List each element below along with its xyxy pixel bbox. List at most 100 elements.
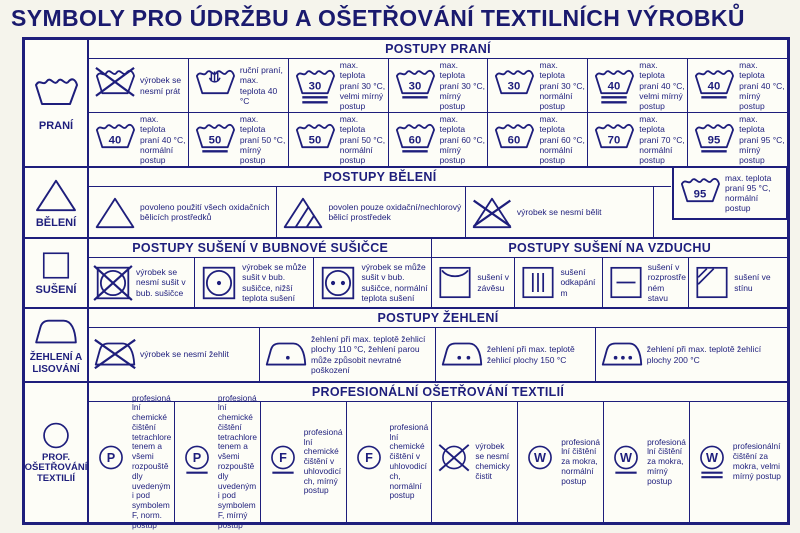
- wash-60-normal-icon: 60: [492, 120, 536, 159]
- symbol-row: povoleno použití všech oxidačních bělicí…: [89, 187, 787, 237]
- care-symbol-cell: sušení v závěsu: [432, 258, 516, 307]
- svg-text:W: W: [620, 451, 632, 465]
- care-symbol-cell: 60 max. teplota praní 60 °C, mírný postup: [389, 113, 489, 166]
- care-symbol-description: profesionální chemické čištění tetrachlo…: [217, 392, 258, 530]
- svg-text:60: 60: [508, 135, 521, 147]
- flat-dry-icon: [607, 265, 645, 300]
- care-symbol-cell: povolen pouze oxidační/nechlorový bělicí…: [277, 187, 466, 237]
- wash-60-mild-icon: 60: [393, 120, 437, 159]
- page-title: SYMBOLY PRO ÚDRŽBU A OŠETŘOVÁNÍ TEXTILNÍ…: [11, 5, 745, 31]
- care-symbol-cell: výrobek se nesmí sušit v bub. sušičce: [89, 258, 196, 307]
- section-prof: PROF. OŠETŘOVÁNÍ TEXTILIÍ PROFESIONÁLNÍ O…: [25, 381, 787, 530]
- care-symbol-cell: 95 max. teplota praní 95 °C, mírný postup: [688, 113, 787, 166]
- svg-text:F: F: [279, 451, 287, 465]
- dry-clean-P-mild-icon: P: [179, 441, 215, 483]
- care-symbol-cell: 30 max. teplota praní 30 °C, mírný postup: [389, 59, 489, 112]
- dry-clean-P-icon: P: [93, 441, 129, 483]
- care-symbol-description: max. teplota praní 40 °C, velmi mírný po…: [639, 60, 685, 111]
- section-label: PRANÍ: [38, 119, 74, 132]
- band-header-air-drying: POSTUPY SUŠENÍ NA VZDUCHU: [508, 241, 712, 255]
- wash-40-mild-icon: 40: [692, 66, 736, 105]
- care-symbol-cell: 40 max. teplota praní 40 °C, normální pos…: [89, 113, 189, 166]
- care-symbol-cell: ruční praní, max. teplota 40 °C: [189, 59, 289, 112]
- section-beleni: BĚLENÍ POSTUPY BĚLENÍ povoleno použití vše…: [25, 166, 788, 237]
- hand-wash-icon: [193, 66, 237, 105]
- care-symbol-description: max. teplota praní 60 °C, normální postu…: [539, 114, 585, 165]
- circle-icon: [37, 421, 75, 450]
- care-symbol-description: sušení odkapáním: [560, 267, 596, 298]
- line-dry-icon: [436, 265, 474, 300]
- care-symbol-description: max. teplota praní 40 °C, normální postu…: [140, 114, 186, 165]
- svg-text:30: 30: [508, 81, 521, 93]
- care-symbol-description: max. teplota praní 30 °C, mírný postup: [439, 60, 486, 111]
- care-symbol-cell: výrobek se může sušit v bub. sušičce, no…: [314, 258, 433, 307]
- care-symbol-description: max. teplota praní 95 °C, normální postu…: [725, 172, 772, 214]
- tumble-dry-low-icon: [199, 265, 239, 301]
- wash-95-mild-icon: 95: [692, 120, 736, 159]
- care-symbol-cell: žehlení při max. teplotě žehlicí plochy …: [436, 328, 596, 381]
- care-symbol-description: max. teplota praní 95 °C, mírný postup: [739, 114, 785, 165]
- care-symbol-cell: výrobek se nesmí prát: [89, 59, 189, 112]
- svg-text:50: 50: [209, 135, 222, 147]
- section-sidebar-prani: PRANÍ: [25, 40, 89, 166]
- dry-clean-F-icon: F: [351, 441, 387, 483]
- wash-95-normal-icon: 95: [678, 174, 722, 213]
- svg-text:60: 60: [408, 135, 421, 147]
- care-symbol-description: max. teplota praní 60 °C, mírný postup: [439, 114, 486, 165]
- do-not-dry-clean-icon: [436, 441, 472, 483]
- section-suseni: SUŠENÍ POSTUPY SUŠENÍ V BUBNOVÉ SUŠIČCE PO…: [25, 237, 787, 307]
- shade-dry-icon: [693, 265, 731, 300]
- care-symbol-description: povolen pouze oxidační/nechlorový bělicí…: [328, 201, 462, 222]
- care-symbol-cell: 50 max. teplota praní 50 °C, mírný postup: [189, 113, 289, 166]
- care-symbol-description: výrobek se může sušit v bub. sušičce, no…: [361, 262, 428, 303]
- section-label: ŽEHLENÍ A LISOVÁNÍ: [29, 352, 83, 375]
- care-symbol-description: žehlení při max. teplotě žehlicí plochy …: [311, 334, 426, 375]
- care-symbol-description: profesionální chemické čištění tetrachlo…: [132, 392, 172, 530]
- svg-text:50: 50: [308, 135, 321, 147]
- wash-50-mild-icon: 50: [193, 120, 237, 159]
- section-label: BĚLENÍ: [35, 216, 77, 229]
- drip-dry-icon: [519, 265, 557, 300]
- care-symbol-cell: 40 max. teplota praní 40 °C, velmi mírný …: [588, 59, 689, 112]
- care-symbol-description: profesionální chemické čištění v uhlovod…: [303, 426, 343, 496]
- do-not-iron-icon: [93, 338, 137, 371]
- symbol-row: výrobek se nesmí žehlit žehlení při max. …: [89, 328, 787, 381]
- svg-text:70: 70: [608, 135, 621, 147]
- bleach-allowed-icon: [93, 194, 137, 231]
- iron-icon: [33, 315, 79, 349]
- wash-40-normal-icon: 40: [93, 120, 137, 159]
- care-symbol-description: profesionální čištění za mokra, normální…: [561, 436, 600, 486]
- do-not-wash-icon: [93, 66, 137, 105]
- band-headers: POSTUPY SUŠENÍ V BUBNOVÉ SUŠIČCE POSTUPY …: [89, 239, 787, 258]
- do-not-bleach-icon: [470, 194, 514, 231]
- care-symbol-cell: sušení v rozprostřeném stavu: [603, 258, 690, 307]
- care-symbol-cell: 40 max. teplota praní 40 °C, mírný postup: [688, 59, 787, 112]
- svg-text:P: P: [193, 451, 202, 465]
- care-symbol-description: max. teplota praní 40 °C, mírný postup: [739, 60, 785, 111]
- care-symbol-description: max. teplota praní 50 °C, mírný postup: [239, 114, 286, 165]
- care-symbol-description: výrobek se nesmí chemicky čistit: [475, 441, 510, 481]
- section-prani: PRANÍ POSTUPY PRANÍ výrobek se nesmí prát r…: [25, 40, 787, 166]
- care-symbol-cell: žehlení při max. teplotě žehlicí plochy …: [596, 328, 787, 381]
- wet-clean-mild-icon: W: [608, 441, 644, 483]
- svg-text:W: W: [534, 451, 546, 465]
- care-symbol-description: max. teplota praní 30 °C, normální postu…: [539, 60, 585, 111]
- care-symbol-cell: žehlení při max. teplotě žehlicí plochy …: [260, 328, 436, 381]
- svg-text:W: W: [706, 451, 718, 465]
- care-symbol-description: výrobek se nesmí prát: [140, 75, 182, 96]
- care-symbol-description: max. teplota praní 70 °C, normální postu…: [639, 114, 685, 165]
- care-symbol-cell: výrobek se nesmí chemicky čistit: [432, 402, 519, 522]
- wash-30-normal-icon: 30: [492, 66, 536, 105]
- band-header: POSTUPY ŽEHLENÍ: [89, 309, 787, 328]
- svg-text:30: 30: [308, 81, 321, 93]
- care-symbol-description: ruční praní, max. teplota 40 °C: [239, 65, 283, 106]
- care-symbol-cell: sušení ve stínu: [689, 258, 787, 307]
- symbol-row: 40 max. teplota praní 40 °C, normální pos…: [89, 112, 787, 166]
- care-symbol-description: výrobek se nesmí sušit v bub. sušičce: [136, 267, 186, 298]
